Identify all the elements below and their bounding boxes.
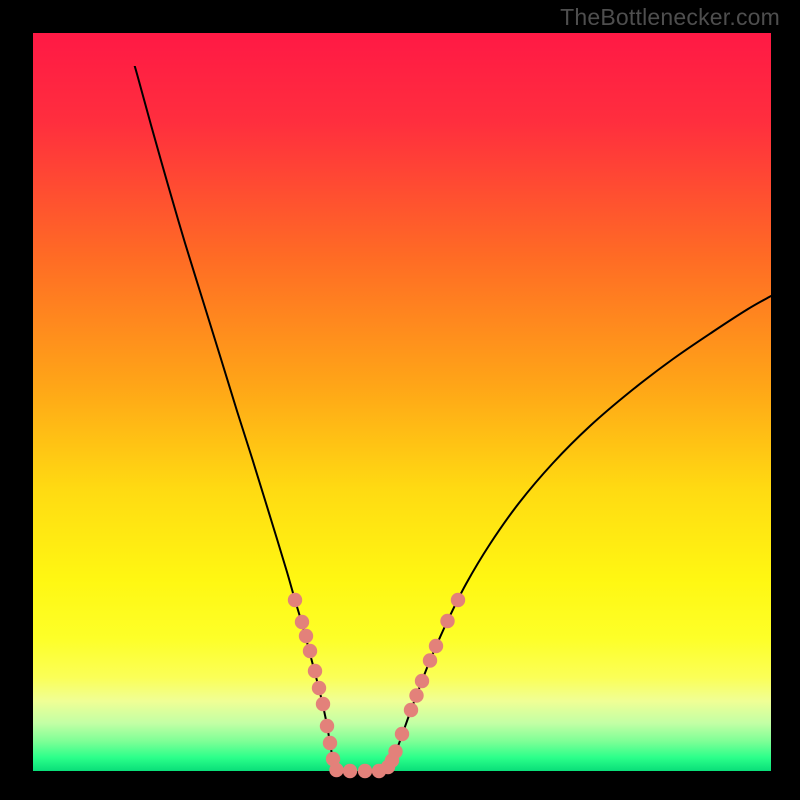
marker-point bbox=[343, 764, 357, 778]
marker-point bbox=[316, 697, 330, 711]
marker-point bbox=[451, 593, 465, 607]
marker-point bbox=[323, 736, 337, 750]
marker-point bbox=[299, 629, 313, 643]
watermark-label: TheBottlenecker.com bbox=[560, 4, 780, 31]
marker-point bbox=[440, 614, 454, 628]
marker-point bbox=[388, 744, 402, 758]
marker-point bbox=[409, 688, 423, 702]
marker-point bbox=[404, 703, 418, 717]
marker-point bbox=[423, 653, 437, 667]
marker-point bbox=[312, 681, 326, 695]
marker-point bbox=[303, 644, 317, 658]
marker-point bbox=[429, 639, 443, 653]
plot-background bbox=[33, 33, 771, 771]
marker-point bbox=[320, 719, 334, 733]
marker-point bbox=[395, 727, 409, 741]
marker-point bbox=[295, 615, 309, 629]
marker-point bbox=[308, 664, 322, 678]
marker-point bbox=[329, 763, 343, 777]
chart-canvas bbox=[0, 0, 800, 800]
marker-point bbox=[415, 674, 429, 688]
marker-point bbox=[288, 593, 302, 607]
marker-point bbox=[358, 764, 372, 778]
